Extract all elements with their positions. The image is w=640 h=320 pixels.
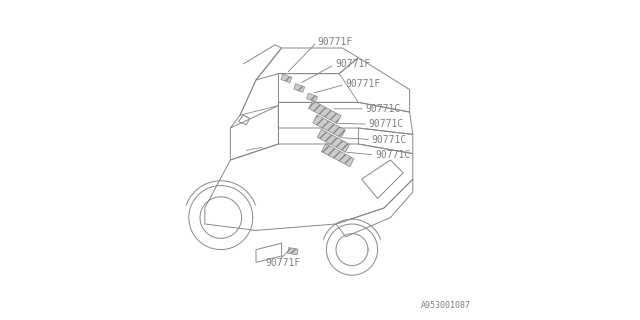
Polygon shape bbox=[308, 100, 341, 124]
Polygon shape bbox=[317, 129, 349, 152]
Polygon shape bbox=[294, 84, 305, 92]
Polygon shape bbox=[287, 248, 298, 255]
Text: 90771C: 90771C bbox=[375, 150, 410, 160]
Text: 90771F: 90771F bbox=[317, 36, 353, 47]
Polygon shape bbox=[281, 74, 292, 83]
Text: 90771F: 90771F bbox=[335, 59, 371, 69]
Text: A953001087: A953001087 bbox=[420, 301, 470, 310]
Text: 90771C: 90771C bbox=[365, 104, 401, 114]
Text: 90771C: 90771C bbox=[372, 134, 407, 145]
Text: 90771F: 90771F bbox=[266, 258, 301, 268]
Polygon shape bbox=[313, 115, 346, 138]
Text: 90771C: 90771C bbox=[369, 119, 404, 129]
Text: 90771F: 90771F bbox=[346, 79, 381, 89]
Polygon shape bbox=[307, 93, 317, 102]
Polygon shape bbox=[321, 144, 354, 167]
